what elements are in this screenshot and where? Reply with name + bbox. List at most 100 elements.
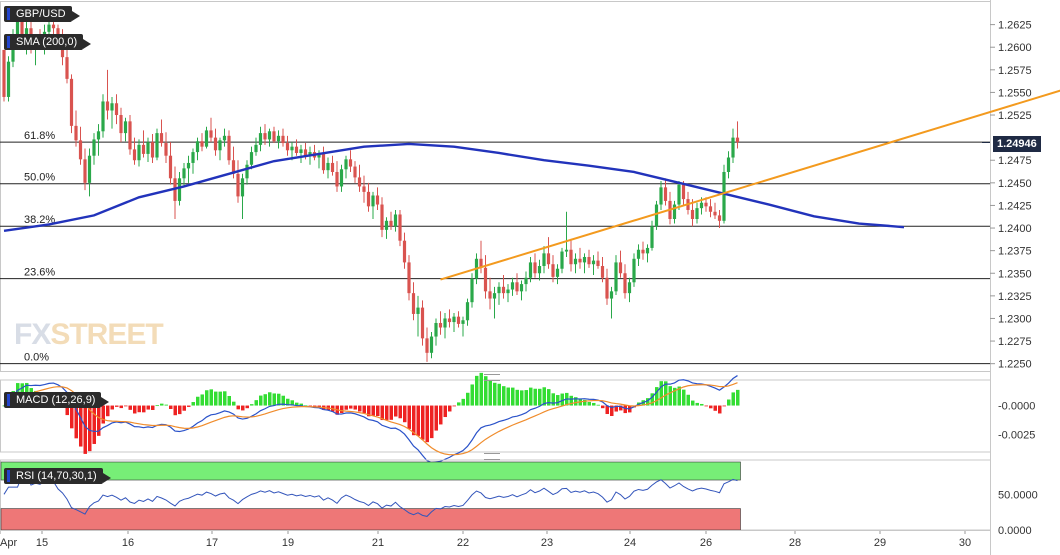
macd-signal-line: [3, 382, 738, 456]
candle-body: [497, 286, 501, 294]
candle-body: [83, 159, 87, 183]
panel-resize-handle[interactable]: [484, 453, 500, 460]
symbol-tag[interactable]: GBP/USD: [4, 6, 80, 22]
candle-body: [573, 258, 578, 265]
candle-body: [159, 133, 164, 144]
macd-histogram-bar: [668, 386, 672, 406]
candle: [335, 161, 339, 192]
candle-body: [695, 208, 699, 220]
rsi-overbought-zone: [0, 461, 741, 481]
candle: [384, 217, 389, 239]
candle: [137, 139, 141, 167]
time-tick-label: 16: [122, 537, 134, 549]
candle: [650, 220, 654, 251]
macd-histogram-bar: [299, 403, 303, 406]
macd-histogram-bar: [493, 382, 497, 406]
candle: [186, 155, 191, 183]
fibonacci-levels: 61.8% 50.0% 38.2% 23.6% 0.0%: [0, 130, 990, 365]
candle: [380, 197, 384, 238]
candle-body: [398, 214, 402, 241]
rsi-oversold-zone: [0, 508, 741, 531]
candle-body: [366, 191, 371, 207]
candle-body: [614, 262, 618, 292]
candle: [209, 117, 213, 143]
candle-body: [488, 291, 492, 299]
rsi-line: [3, 473, 738, 517]
candle: [213, 128, 218, 156]
sma-tag[interactable]: SMA (200,0): [4, 34, 92, 50]
macd-histogram-bar: [700, 403, 704, 406]
candle: [569, 238, 573, 272]
macd-histogram-bar: [119, 405, 123, 409]
macd-histogram-bar: [686, 394, 690, 406]
time-tick-label: 15: [36, 537, 48, 549]
candle-body: [191, 152, 195, 163]
candle-body: [87, 155, 92, 183]
macd-histogram-bar: [452, 405, 456, 407]
macd-histogram-bar: [133, 405, 137, 414]
candle: [470, 273, 474, 308]
candle: [609, 286, 614, 319]
candles: [2, 8, 740, 362]
macd-histogram-bar: [511, 387, 515, 406]
sma-200-line: [3, 142, 905, 232]
macd-histogram-bar: [443, 405, 447, 418]
candle-body: [420, 307, 425, 339]
macd-histogram-bar: [695, 402, 699, 406]
panel-resize-handle[interactable]: [484, 374, 500, 381]
price-tick-label: 1.2325: [998, 291, 1032, 303]
macd-histogram-bar: [227, 396, 231, 406]
macd-histogram-bar: [142, 405, 146, 413]
current-price-tag: 1.24946: [993, 136, 1041, 152]
candle-body: [731, 137, 735, 158]
candle: [92, 133, 96, 165]
candle-body: [470, 278, 474, 303]
candle-body: [146, 142, 150, 154]
macd-histogram-bar: [155, 405, 159, 407]
trendline[interactable]: [440, 83, 1060, 281]
candle: [299, 144, 303, 163]
candle-body: [96, 131, 101, 140]
candle-body: [546, 253, 551, 265]
macd-histogram-bar: [358, 405, 362, 412]
candle-body: [627, 282, 632, 294]
candle-body: [416, 307, 420, 314]
candle: [443, 313, 447, 339]
macd-histogram-bar: [619, 405, 623, 411]
macd-histogram-bar: [160, 403, 164, 406]
candle: [605, 268, 609, 305]
candle: [420, 300, 425, 346]
candle: [321, 146, 326, 174]
candle-body: [551, 264, 555, 277]
candle-body: [218, 140, 222, 151]
candle-body: [519, 284, 524, 292]
candle: [596, 251, 600, 269]
candle-body: [204, 130, 209, 147]
macd-histogram-bar: [92, 405, 96, 444]
candle-body: [501, 286, 506, 294]
macd-histogram-bar: [245, 405, 249, 409]
price-tick-label: 1.2375: [998, 246, 1032, 258]
candle-body: [132, 149, 137, 161]
candle-body: [560, 251, 564, 269]
candle: [735, 121, 740, 149]
candle-body: [609, 291, 614, 299]
candle-body: [222, 135, 227, 141]
candle-body: [353, 166, 357, 178]
candle-body: [200, 141, 204, 147]
candle-body: [479, 258, 483, 268]
candle: [465, 298, 470, 326]
candle: [173, 166, 177, 220]
axes: 1.2625 1.2600 1.2575 1.2550 1.2525 1.2475 1.24…: [0, 20, 1032, 549]
macd-histogram-bar: [520, 390, 524, 406]
candle-body: [447, 318, 452, 323]
candle-body: [677, 184, 681, 205]
candle-body: [65, 57, 69, 79]
candle-body: [348, 159, 353, 167]
macd-histogram-bar: [718, 405, 722, 414]
macd-tag[interactable]: MACD (12,26,9): [4, 392, 110, 408]
macd-histogram-bar: [385, 405, 389, 420]
candle: [348, 150, 353, 172]
rsi-tag[interactable]: RSI (14,70,30,1): [4, 468, 111, 484]
candle-body: [600, 266, 605, 278]
